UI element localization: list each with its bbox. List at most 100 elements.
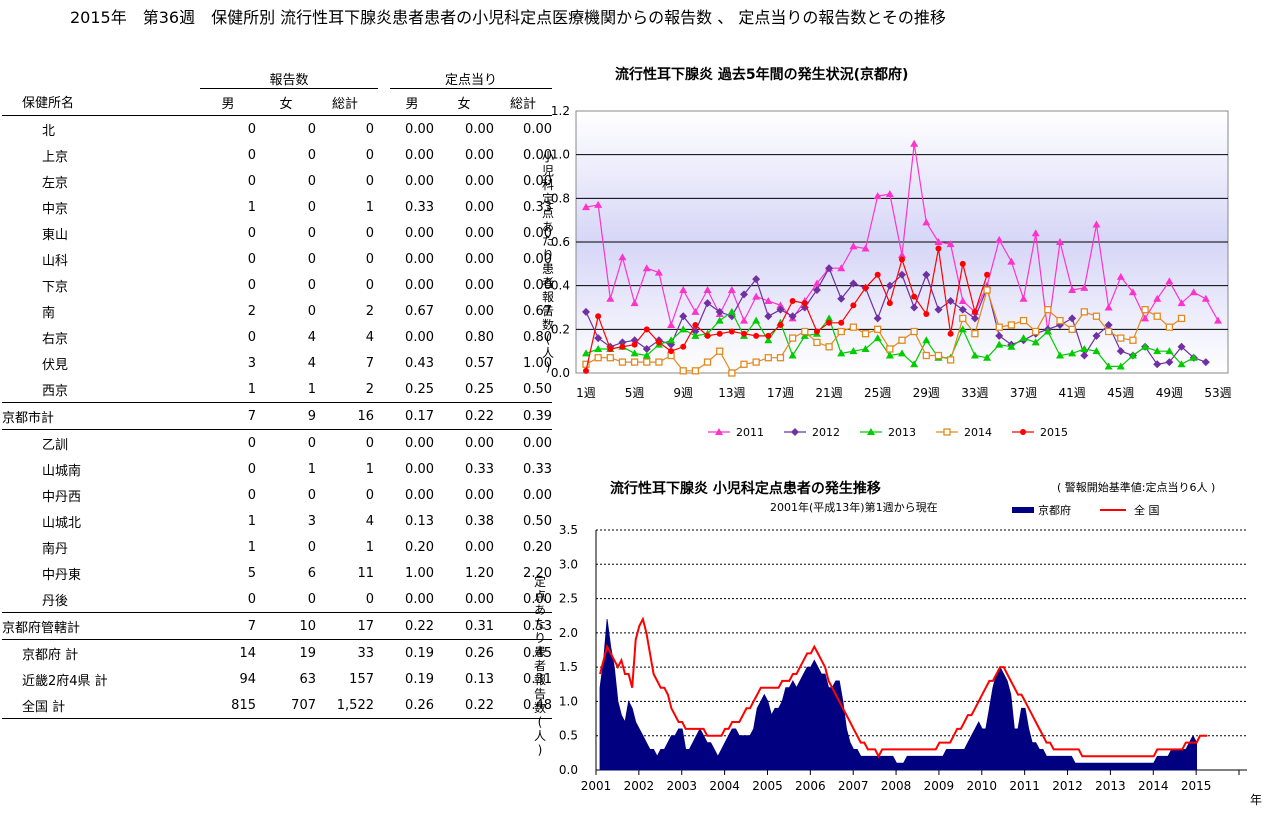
data-point [995,340,1004,348]
cell-name: 乙訓 [42,437,69,453]
data-point [1128,288,1137,296]
data-point [788,312,797,321]
cell-value: 0.25 [434,376,494,403]
blank [378,692,390,719]
x-tick-label: 37週 [1010,386,1037,400]
x-tick-label: 2014 [1138,779,1169,793]
data-point [971,308,978,315]
group-per-site: 定点当り [390,68,552,89]
data-point [813,338,821,347]
data-point [812,286,821,295]
data-point [788,351,797,359]
data-point [946,356,955,364]
data-point [849,323,858,331]
data-point [631,341,638,348]
x-tick-label: 2002 [624,779,655,793]
cell-name: 伏見 [42,357,69,373]
data-point [655,358,663,366]
cell-value: 1.20 [465,565,494,581]
chart1-title: 流行性耳下腺炎 過去5年間の発生状況(京都府) [615,66,908,83]
blank [378,142,390,168]
data-point [1031,229,1040,237]
data-point [873,334,882,342]
blank [378,298,390,324]
data-point [679,286,688,294]
data-point [911,293,918,300]
data-point [1177,342,1186,351]
data-point [642,264,651,272]
y-axis-label-char: あ [534,603,546,617]
cell-name: 東山 [42,227,69,243]
table-row: 右京 0 4 4 0.00 0.80 0.80 [2,324,552,350]
blank [378,246,390,272]
cell-value: 0.22 [434,402,494,430]
data-point [1031,338,1040,346]
cell-value: 0.19 [405,645,434,661]
legend-label: 全 国 [1134,503,1160,517]
data-point [983,286,991,294]
data-point [618,253,627,261]
cell-value: 0.80 [523,329,552,345]
cell-value: 0.00 [465,173,494,189]
data-point [728,369,736,377]
data-point [899,256,905,263]
cell-value: 14 [239,645,256,661]
data-point [934,305,943,314]
table-row: 乙訓 0 0 0 0.00 0.00 0.00 [2,430,552,457]
data-point [752,358,760,366]
cell-value: 0.00 [523,225,552,241]
cell-value: 0.50 [494,376,552,403]
legend-label: 2015 [1040,426,1068,439]
cell-name: 近畿2府4県 計 [22,673,108,689]
table-row: 上京 0 0 0 0.00 0.00 0.00 [2,142,552,168]
x-tick-label: 17週 [767,386,794,400]
cell-value: 0 [247,435,256,451]
data-point [1092,331,1101,340]
data-point [727,307,736,315]
data-point [874,271,881,278]
table-row: 山城南 0 1 1 0.00 0.33 0.33 [2,456,552,482]
data-point [801,327,809,336]
x-tick-label: 2010 [967,779,998,793]
cell-value: 0.19 [405,671,434,687]
data-point [703,358,712,366]
cell-value: 0.33 [523,199,552,215]
data-point [1201,358,1210,367]
cell-value: 10 [256,612,316,640]
data-point [812,279,821,287]
data-point [740,290,748,299]
cell-value: 1 [307,461,316,477]
cell-value: 0.20 [405,539,434,555]
x-tick-label: 33週 [961,386,988,400]
data-point [630,299,639,307]
cell-value: 0.00 [465,225,494,241]
blank [378,168,390,194]
cell-value: 4 [307,355,316,371]
data-point [958,325,967,333]
table-row-total: 京都府 計 14 19 33 0.19 0.26 0.45 [2,640,552,667]
y-tick-label: 0.4 [551,279,570,293]
table-row-total: 全国 計 815 707 1,522 0.26 0.22 0.48 [2,692,552,719]
cell-value: 0.00 [405,173,434,189]
cell-name: 北 [2,115,200,142]
cell-value: 0.25 [390,376,434,403]
data-point [630,358,639,366]
legend-label: 2013 [888,426,916,439]
cell-name: 南丹 [42,541,69,557]
x-tick-label: 5週 [625,386,645,400]
y-axis-label-char: 定 [534,574,546,589]
data-point [1165,358,1174,367]
x-tick-label: 2009 [924,779,955,793]
cell-value: 0.43 [405,355,434,371]
blank [378,560,390,586]
col-male2: 男 [405,96,419,112]
y-tick-label: 2.5 [559,592,578,606]
cell-value: 0.00 [465,199,494,215]
data-point [630,349,639,357]
y-axis-label-char: 科 [542,178,554,192]
data-point [1153,312,1161,320]
data-point [943,428,951,436]
y-axis-label-char: ) [546,360,551,374]
data-point [582,307,590,316]
x-tick-label: 2001 [581,779,612,793]
